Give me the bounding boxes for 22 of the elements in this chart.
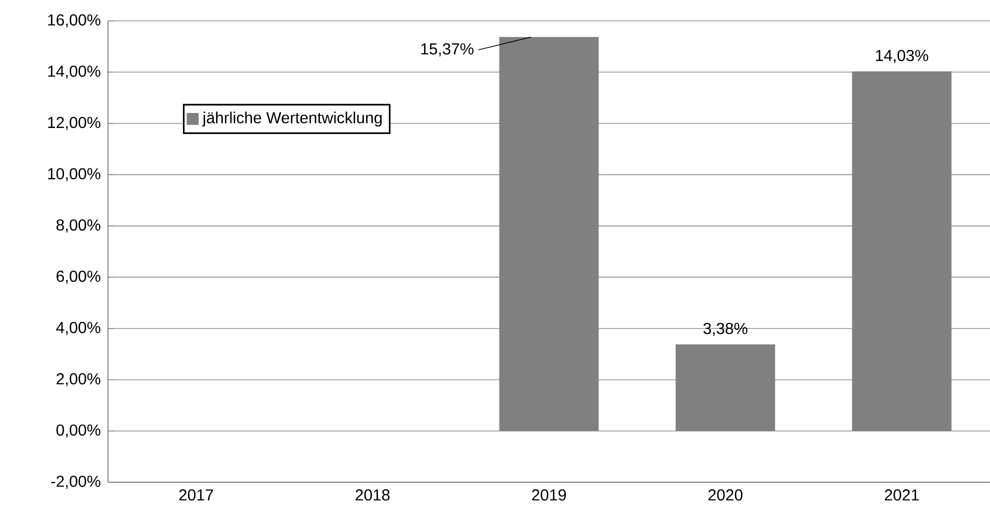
bar [499,36,599,431]
x-tick-label: 2019 [532,489,566,501]
bar [852,71,952,431]
data-label: 14,03% [876,50,928,63]
bar [676,344,776,431]
y-tick-label: 6,00% [56,270,100,284]
legend-label: jährliche Wertentwicklung [202,112,382,126]
data-label: 3,38% [703,322,748,336]
y-tick-label: 14,00% [48,66,100,79]
y-tick-label: 10,00% [48,168,100,182]
y-tick-label: -2,00% [51,476,100,489]
y-tick-label: 4,00% [56,322,100,335]
data-label: 15,37% [421,43,474,56]
y-tick-label: 8,00% [56,219,100,232]
y-tick-label: 0,00% [56,424,100,438]
y-tick-label: 2,00% [56,373,100,386]
x-tick-label: 2018 [356,489,390,501]
y-tick-label: 16,00% [48,14,100,28]
y-tick-label: 12,00% [48,116,100,130]
x-tick-label: 2021 [884,489,919,501]
x-tick-label: 2017 [179,489,214,501]
x-tick-label: 2020 [708,489,742,501]
